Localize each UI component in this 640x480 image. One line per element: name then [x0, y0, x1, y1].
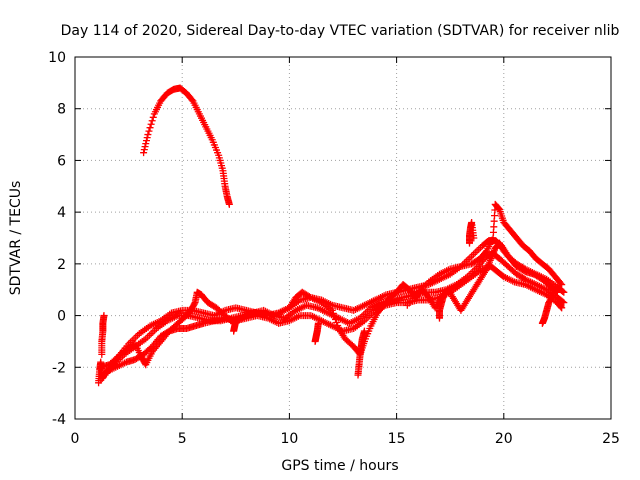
- data-point: [328, 306, 336, 314]
- grid: [75, 57, 611, 419]
- x-tick-label: 10: [280, 431, 298, 447]
- series-arc-d: [97, 239, 561, 371]
- series-arc-upper: [140, 84, 233, 208]
- series-spike-7: [311, 319, 322, 345]
- data-point: [142, 137, 150, 145]
- data-point: [140, 146, 148, 154]
- data-series: [95, 84, 568, 387]
- data-point: [557, 303, 565, 311]
- data-point: [331, 315, 339, 323]
- data-point: [473, 247, 481, 255]
- data-point: [132, 333, 140, 341]
- series-spike-5: [435, 291, 448, 322]
- data-point: [471, 249, 479, 257]
- y-tick-label: -2: [52, 360, 66, 376]
- x-tick-label: 0: [71, 431, 80, 447]
- data-point: [558, 304, 566, 312]
- x-tick-label: 15: [388, 431, 406, 447]
- x-tick-label: 5: [178, 431, 187, 447]
- data-point: [557, 279, 565, 287]
- data-point: [145, 331, 153, 339]
- data-point: [559, 287, 567, 295]
- x-axis-label: GPS time / hours: [281, 458, 398, 474]
- data-point: [130, 335, 138, 343]
- data-point: [142, 140, 150, 148]
- data-point: [495, 205, 503, 213]
- data-point: [225, 200, 233, 208]
- data-point: [548, 292, 556, 300]
- y-tick-label: -4: [52, 412, 66, 428]
- series-arc-e: [403, 200, 566, 309]
- axis-ticks: 0 5 10 15 20 25 -4 -2 0 2 4 6 8 10: [48, 50, 620, 447]
- data-point: [560, 288, 568, 296]
- data-point: [475, 245, 483, 253]
- chart-title: Day 114 of 2020, Sidereal Day-to-day VTE…: [61, 23, 620, 39]
- data-point: [143, 134, 151, 142]
- data-point: [144, 131, 152, 139]
- data-point: [146, 124, 154, 132]
- data-point: [360, 327, 368, 335]
- data-point: [468, 252, 476, 260]
- x-tick-label: 20: [495, 431, 513, 447]
- data-point: [149, 328, 157, 336]
- series-spike-1: [98, 312, 108, 358]
- data-point: [140, 149, 148, 157]
- data-point: [330, 312, 338, 320]
- data-point: [232, 317, 240, 325]
- y-axis-label: SDTVAR / TECUs: [8, 181, 24, 296]
- data-point: [334, 321, 342, 329]
- data-point: [141, 143, 149, 151]
- y-tick-label: 2: [57, 257, 66, 273]
- data-point: [549, 291, 557, 299]
- data-point: [470, 234, 478, 242]
- data-point: [333, 318, 341, 326]
- data-point: [329, 309, 337, 317]
- y-tick-label: 10: [48, 50, 66, 66]
- data-point: [145, 127, 153, 135]
- plot-frame: [74, 56, 612, 420]
- data-point: [558, 281, 566, 289]
- y-tick-label: 0: [57, 309, 66, 325]
- series-spike-4: [538, 291, 557, 327]
- data-point: [99, 374, 107, 382]
- y-tick-label: 6: [57, 153, 66, 169]
- data-point: [559, 298, 567, 306]
- series-spike-3: [465, 218, 478, 247]
- data-point: [147, 120, 155, 128]
- data-point: [149, 113, 157, 121]
- series-spike-6: [230, 317, 240, 335]
- series-spike-8: [95, 358, 107, 387]
- data-point: [560, 299, 568, 307]
- data-point: [190, 300, 198, 308]
- data-point: [100, 312, 108, 320]
- data-point: [553, 288, 561, 296]
- data-point: [466, 254, 474, 262]
- x-tick-label: 25: [602, 431, 620, 447]
- data-point: [148, 117, 156, 125]
- data-point: [440, 291, 448, 299]
- y-tick-label: 4: [57, 205, 66, 221]
- data-point: [552, 287, 560, 295]
- y-tick-label: 8: [57, 102, 66, 118]
- series-spike-2: [354, 327, 368, 379]
- data-point: [147, 330, 155, 338]
- data-point: [314, 319, 322, 327]
- data-point: [469, 250, 477, 258]
